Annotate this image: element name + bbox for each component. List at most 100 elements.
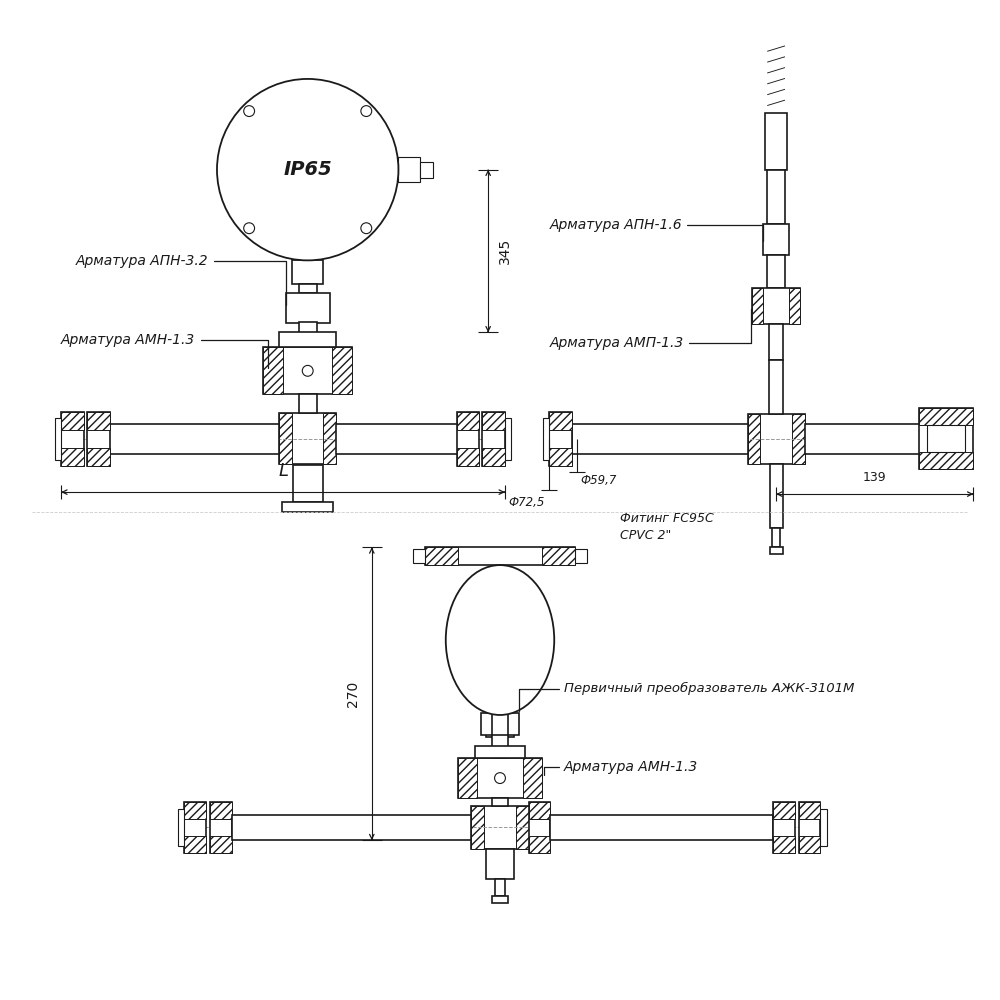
Circle shape [361, 106, 372, 117]
Text: Первичный преобразователь АЖК-3101М: Первичный преобразователь АЖК-3101М [519, 682, 854, 711]
Bar [481, 713, 519, 735]
Bar [475, 746, 525, 758]
Text: L: L [278, 462, 288, 480]
Bar [820, 809, 827, 846]
Bar [210, 802, 232, 853]
Bar [805, 424, 951, 454]
Bar [549, 412, 572, 466]
Bar [773, 802, 795, 853]
Bar [458, 758, 542, 798]
Bar [495, 879, 505, 896]
Bar [336, 424, 477, 454]
Bar [543, 418, 549, 460]
Bar [232, 815, 471, 840]
Ellipse shape [446, 565, 554, 715]
Bar [486, 849, 514, 879]
Bar [529, 802, 550, 819]
Bar [210, 836, 232, 853]
Bar [549, 412, 572, 430]
Bar [919, 408, 973, 469]
Bar [492, 798, 508, 806]
Bar [420, 162, 433, 178]
Bar [263, 347, 283, 394]
Bar [767, 255, 785, 288]
Bar [505, 418, 511, 460]
Bar [529, 802, 550, 853]
Bar [457, 448, 479, 466]
Bar [482, 412, 505, 430]
Bar [279, 413, 336, 464]
Bar [293, 464, 322, 502]
Text: Арматура АПН-1.6: Арматура АПН-1.6 [549, 218, 763, 241]
Circle shape [495, 773, 505, 784]
Bar [482, 448, 505, 466]
Bar [210, 802, 232, 819]
Bar [413, 549, 425, 563]
Bar [799, 802, 820, 819]
Bar [748, 414, 805, 464]
Bar [279, 413, 292, 464]
Bar [332, 347, 352, 394]
Bar [61, 448, 84, 466]
Bar [279, 332, 336, 347]
Bar [752, 288, 800, 324]
Bar [61, 412, 84, 430]
Text: Арматура АМП-1.3: Арматура АМП-1.3 [549, 309, 751, 350]
Bar [299, 322, 317, 347]
Text: Арматура АПН-3.2: Арматура АПН-3.2 [76, 254, 286, 305]
Bar [799, 802, 820, 853]
Text: 139: 139 [863, 471, 887, 484]
Circle shape [361, 223, 372, 234]
Bar [458, 758, 477, 798]
Text: Ф59,7: Ф59,7 [580, 474, 616, 487]
Bar [471, 806, 484, 849]
Circle shape [217, 79, 398, 260]
Bar [87, 412, 110, 430]
Bar [286, 293, 330, 322]
Bar [752, 288, 763, 324]
Bar [770, 547, 783, 554]
Bar [323, 413, 336, 464]
Text: IP65: IP65 [283, 160, 332, 179]
Bar [299, 284, 317, 293]
Bar [773, 802, 795, 819]
Bar [61, 412, 84, 466]
Bar [529, 836, 550, 853]
Bar [770, 464, 783, 528]
Bar [772, 528, 780, 547]
Bar [927, 425, 965, 452]
Bar [799, 836, 820, 853]
Circle shape [302, 365, 313, 376]
Circle shape [244, 223, 255, 234]
Bar [492, 896, 508, 903]
Bar [516, 806, 529, 849]
Bar [575, 549, 587, 563]
Bar [299, 394, 317, 413]
Bar [549, 448, 572, 466]
Bar [769, 360, 783, 414]
Bar [482, 412, 505, 466]
Bar [55, 418, 61, 460]
Bar [471, 806, 529, 849]
Circle shape [244, 106, 255, 117]
Bar [773, 836, 795, 853]
Bar [919, 408, 973, 425]
Bar [87, 412, 110, 466]
Bar [769, 324, 783, 360]
Bar [550, 815, 773, 840]
Bar [184, 802, 206, 853]
Bar [792, 414, 805, 464]
Bar [292, 260, 323, 284]
Text: Арматура АМН-1.3: Арматура АМН-1.3 [544, 760, 698, 775]
Bar [425, 547, 575, 565]
Bar [763, 224, 789, 255]
Bar [282, 502, 333, 512]
Bar [87, 448, 110, 466]
Text: 345: 345 [498, 238, 512, 264]
Bar [425, 547, 458, 565]
Text: Фитинг FC95С
CPVC 2": Фитинг FC95С CPVC 2" [620, 512, 714, 542]
Bar [457, 412, 479, 466]
Bar [89, 424, 279, 454]
Bar [263, 347, 352, 394]
Bar [919, 452, 973, 469]
